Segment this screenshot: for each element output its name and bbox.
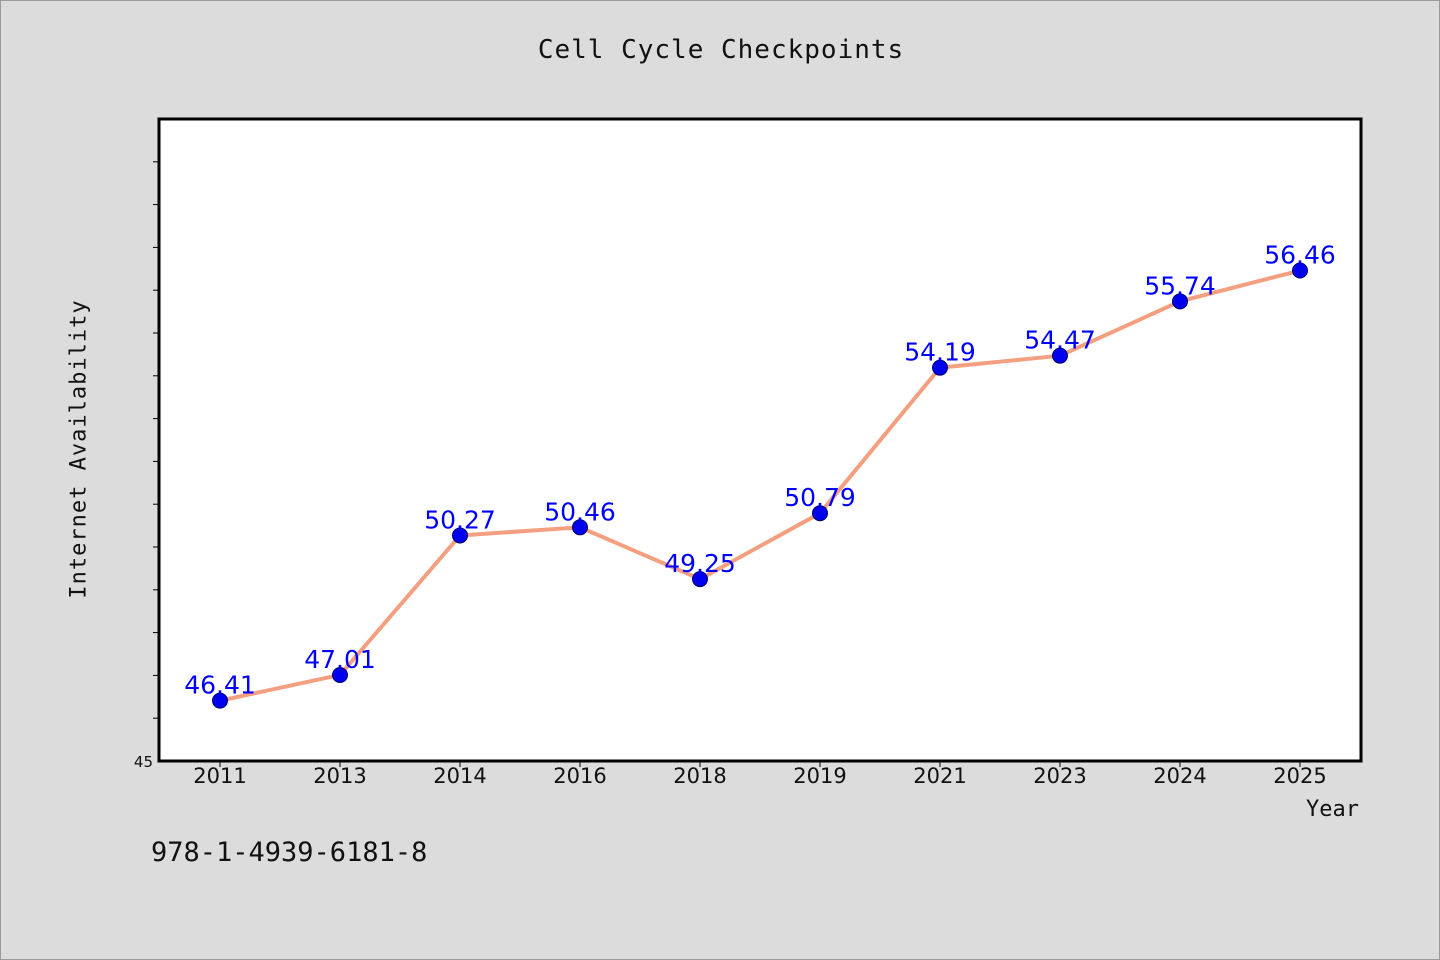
- data-label: 47.01: [304, 645, 376, 674]
- footer-code: 978-1-4939-6181-8: [151, 837, 428, 868]
- data-point: [812, 505, 828, 522]
- chart-title: Cell Cycle Checkpoints: [537, 35, 905, 65]
- x-tick-label: 2023: [1033, 764, 1086, 788]
- data-label: 54.19: [904, 338, 976, 367]
- data-label: 55.74: [1144, 271, 1216, 300]
- data-point: [452, 527, 468, 544]
- data-label: 50.46: [544, 497, 616, 526]
- data-label: 56.46: [1264, 241, 1336, 270]
- y-axis-ticks: 45: [134, 161, 159, 771]
- series-group: [212, 262, 1308, 709]
- x-tick-label: 2019: [793, 764, 846, 788]
- data-label: 54.47: [1024, 326, 1096, 355]
- data-point: [1052, 347, 1068, 364]
- data-point: [932, 359, 948, 376]
- x-axis-ticks: 2011 2013 2014 2016 2018 2019 2021 2023 2024 2025: [193, 761, 1327, 788]
- x-tick-label: 2011: [193, 764, 246, 788]
- x-tick-label: 2016: [553, 764, 606, 788]
- data-point: [212, 692, 228, 709]
- x-tick-label: 2014: [433, 764, 486, 788]
- data-labels-group: 46.41 47.01 50.27 50.46 49.25 50.79 54.19 54.47…: [184, 241, 1336, 700]
- data-point: [332, 666, 348, 683]
- data-label: 50.27: [424, 505, 496, 534]
- x-tick-label: 2025: [1273, 764, 1326, 788]
- data-label: 49.25: [664, 549, 736, 578]
- data-label: 46.41: [184, 671, 256, 700]
- data-point: [692, 571, 708, 588]
- x-tick-label: 2018: [673, 764, 726, 788]
- x-tick-label: 2021: [913, 764, 966, 788]
- data-point: [1292, 262, 1308, 279]
- x-tick-label: 2024: [1153, 764, 1206, 788]
- data-point: [1172, 293, 1188, 310]
- series-line: [219, 268, 1301, 703]
- x-tick-label: 2013: [313, 764, 366, 788]
- x-axis-label: Year: [1306, 797, 1359, 822]
- data-point: [572, 519, 588, 536]
- y-tick-label: 45: [134, 753, 153, 771]
- data-label: 50.79: [784, 483, 856, 512]
